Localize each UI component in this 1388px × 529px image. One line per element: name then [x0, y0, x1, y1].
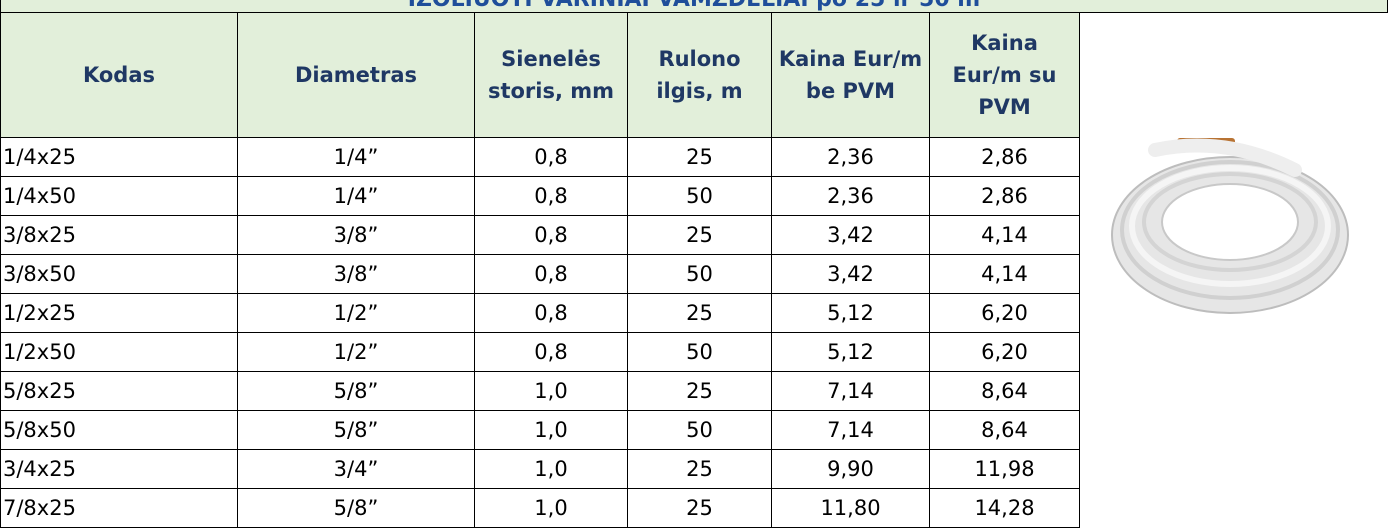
header-cell: Sienelės storis, mm: [475, 13, 628, 138]
table-cell: 3/8”: [238, 255, 475, 294]
table-cell: 25: [628, 372, 772, 411]
table-cell: 11,80: [772, 489, 930, 528]
table-cell: 1/2”: [238, 333, 475, 372]
table-cell: 8,64: [930, 411, 1080, 450]
table-cell: 0,8: [475, 138, 628, 177]
product-image: [1095, 130, 1355, 330]
table-cell: 0,8: [475, 294, 628, 333]
table-cell: 8,64: [930, 372, 1080, 411]
table-cell: 1/4x25: [1, 138, 238, 177]
table-cell: 6,20: [930, 294, 1080, 333]
table-cell: 5/8”: [238, 372, 475, 411]
table-cell: 14,28: [930, 489, 1080, 528]
table-cell: 1,0: [475, 489, 628, 528]
table-cell: 7,14: [772, 372, 930, 411]
table-cell: 6,20: [930, 333, 1080, 372]
table-cell: 1,0: [475, 372, 628, 411]
table-cell: 1/2”: [238, 294, 475, 333]
table-cell: 50: [628, 177, 772, 216]
table-cell: 25: [628, 294, 772, 333]
table-cell: 50: [628, 333, 772, 372]
table-cell: 11,98: [930, 450, 1080, 489]
table-cell: 3/4x25: [1, 450, 238, 489]
table-cell: 7,14: [772, 411, 930, 450]
table-cell: 7/8x25: [1, 489, 238, 528]
table-cell: 5/8”: [238, 489, 475, 528]
table-cell: 3/8”: [238, 216, 475, 255]
table-cell: 3/4”: [238, 450, 475, 489]
table-cell: 5/8”: [238, 411, 475, 450]
table-cell: 4,14: [930, 255, 1080, 294]
table-cell: 3/8x25: [1, 216, 238, 255]
table-cell: 5,12: [772, 294, 930, 333]
table-cell: 4,14: [930, 216, 1080, 255]
table-cell: 1/4x50: [1, 177, 238, 216]
table-cell: 1/2x50: [1, 333, 238, 372]
table-cell: 1,0: [475, 450, 628, 489]
header-cell: Diametras: [238, 13, 475, 138]
table-cell: 3,42: [772, 255, 930, 294]
table-cell: 2,86: [930, 138, 1080, 177]
table-cell: 25: [628, 489, 772, 528]
table-cell: 1/4”: [238, 177, 475, 216]
table-cell: 9,90: [772, 450, 930, 489]
table-cell: 5,12: [772, 333, 930, 372]
table-cell: 3/8x50: [1, 255, 238, 294]
table-cell: 0,8: [475, 333, 628, 372]
table-cell: 25: [628, 138, 772, 177]
table-cell: 5/8x50: [1, 411, 238, 450]
table-cell: 0,8: [475, 177, 628, 216]
table-cell: 50: [628, 411, 772, 450]
table-cell: 0,8: [475, 216, 628, 255]
header-cell: Kaina Eur/m be PVM: [772, 13, 930, 138]
table-cell: 25: [628, 450, 772, 489]
table-cell: 3,42: [772, 216, 930, 255]
table-cell: 2,36: [772, 177, 930, 216]
table-cell: 1/4”: [238, 138, 475, 177]
header-cell: Rulono ilgis, m: [628, 13, 772, 138]
table-cell: 2,86: [930, 177, 1080, 216]
header-cell: Kaina Eur/m su PVM: [930, 13, 1080, 138]
table-cell: 1,0: [475, 411, 628, 450]
table-cell: 2,36: [772, 138, 930, 177]
table-cell: 50: [628, 255, 772, 294]
header-cell: Kodas: [1, 13, 238, 138]
table-cell: 5/8x25: [1, 372, 238, 411]
page: IZOLIUOTI VARINIAI VAMZDELIAI po 25 ir 5…: [0, 0, 1388, 529]
table-cell: 1/2x25: [1, 294, 238, 333]
table-cell: 25: [628, 216, 772, 255]
table-cell: 0,8: [475, 255, 628, 294]
